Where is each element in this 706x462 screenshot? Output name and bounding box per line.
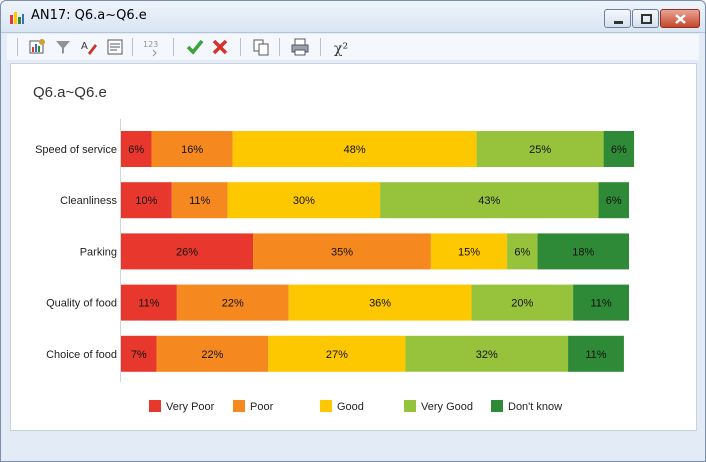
print-icon[interactable] (290, 37, 310, 57)
bar-segment (471, 284, 574, 321)
legend-swatch (320, 400, 332, 412)
data-label: 11% (189, 195, 210, 207)
bar-segment (268, 335, 406, 372)
data-label: 20% (511, 298, 533, 310)
bar-segment (573, 284, 629, 321)
data-label: 15% (458, 246, 480, 258)
bar-segment (568, 335, 624, 372)
bar-segment (232, 131, 477, 167)
chart-panel: Q6.a~Q6.e Speed of service 6% 16% 48% 25% 6% C… (10, 63, 697, 431)
data-label: 16% (181, 144, 203, 156)
maximize-button[interactable] (632, 9, 659, 28)
stacked-bar-chart: Speed of service 6% 16% 48% 25% 6% Cleanliness… (35, 119, 635, 413)
legend-label: Don't know (508, 401, 562, 413)
bar-chart-app-icon (10, 12, 24, 24)
bar-segment (227, 182, 381, 219)
minimize-button[interactable] (604, 9, 631, 28)
legend-swatch (491, 400, 503, 412)
data-label: 36% (369, 298, 391, 310)
data-label: 7% (131, 349, 147, 361)
bar-segment (121, 335, 157, 372)
close-icon (675, 14, 686, 24)
legend-swatch (404, 400, 416, 412)
chi-square-icon[interactable]: χ² (333, 37, 355, 57)
bar-segment (476, 131, 604, 167)
confirm-icon[interactable] (185, 37, 205, 57)
bar-segment (253, 233, 431, 270)
bar-segment (121, 284, 177, 321)
bar-segment (288, 284, 472, 321)
legend-label: Very Good (421, 401, 473, 413)
toolbar-separator (132, 38, 133, 56)
data-label: 30% (293, 195, 315, 207)
svg-text:χ²: χ² (334, 41, 348, 57)
data-label: 48% (344, 144, 366, 156)
bar-segment (537, 233, 629, 270)
legend-label: Poor (250, 401, 274, 413)
bar-segment (121, 233, 254, 270)
bar-segment (405, 335, 569, 372)
category-label: Cleanliness (60, 195, 117, 207)
bar-segment (121, 131, 152, 167)
title-bar[interactable]: AN17: Q6.a~Q6.e (1, 1, 705, 33)
svg-text:A: A (81, 41, 88, 52)
bar-segment (156, 335, 269, 372)
toolbar-separator (173, 38, 174, 56)
filter-icon[interactable] (53, 37, 73, 57)
legend-swatch (149, 400, 161, 412)
data-label: 10% (135, 195, 157, 207)
close-button[interactable] (660, 9, 700, 28)
chart-title: Q6.a~Q6.e (33, 84, 107, 101)
data-label: 6% (514, 246, 530, 258)
bar-segment (598, 182, 629, 219)
toolbar-separator (240, 38, 241, 56)
cancel-icon[interactable] (210, 37, 230, 57)
data-label: 6% (611, 144, 627, 156)
data-label: 35% (331, 246, 353, 258)
category-label: Choice of food (46, 349, 117, 361)
svg-text:123: 123 (143, 40, 158, 49)
data-label: 26% (176, 246, 198, 258)
data-label: 6% (606, 195, 622, 207)
data-label: 18% (572, 246, 594, 258)
bar-segment (171, 182, 228, 219)
toolbar-separator (17, 38, 18, 56)
bar-segment (430, 233, 508, 270)
data-label: 11% (590, 298, 611, 310)
legend-label: Very Poor (166, 401, 215, 413)
bar-segment (151, 131, 233, 167)
bar-segment (380, 182, 599, 219)
status-bar (1, 437, 705, 461)
data-label: 27% (326, 349, 348, 361)
number-format-icon[interactable]: 123 (141, 37, 167, 57)
bar-segment (121, 182, 172, 219)
data-label: 11% (585, 349, 606, 361)
legend-swatch (233, 400, 245, 412)
bar-segment (507, 233, 538, 270)
legend-label: Good (337, 401, 364, 413)
bar-segment (603, 131, 635, 167)
data-label: 32% (476, 349, 498, 361)
category-label: Quality of food (46, 298, 117, 310)
maximize-icon (641, 14, 652, 24)
bar-segment (176, 284, 289, 321)
report-icon[interactable] (105, 37, 125, 57)
category-label: Parking (80, 246, 117, 258)
window-title: AN17: Q6.a~Q6.e (31, 8, 147, 23)
data-label: 22% (201, 349, 223, 361)
toolbar: A 123 χ² (7, 34, 699, 60)
toolbar-separator (279, 38, 280, 56)
data-label: 22% (222, 298, 244, 310)
data-label: 25% (529, 144, 551, 156)
data-label: 43% (478, 195, 500, 207)
minimize-icon (614, 21, 623, 24)
highlight-icon[interactable]: A (79, 37, 99, 57)
category-label: Speed of service (35, 144, 117, 156)
data-label: 6% (128, 144, 144, 156)
toolbar-separator (320, 38, 321, 56)
copy-icon[interactable] (251, 37, 271, 57)
data-label: 11% (138, 298, 159, 310)
chart-settings-icon[interactable] (27, 37, 47, 57)
